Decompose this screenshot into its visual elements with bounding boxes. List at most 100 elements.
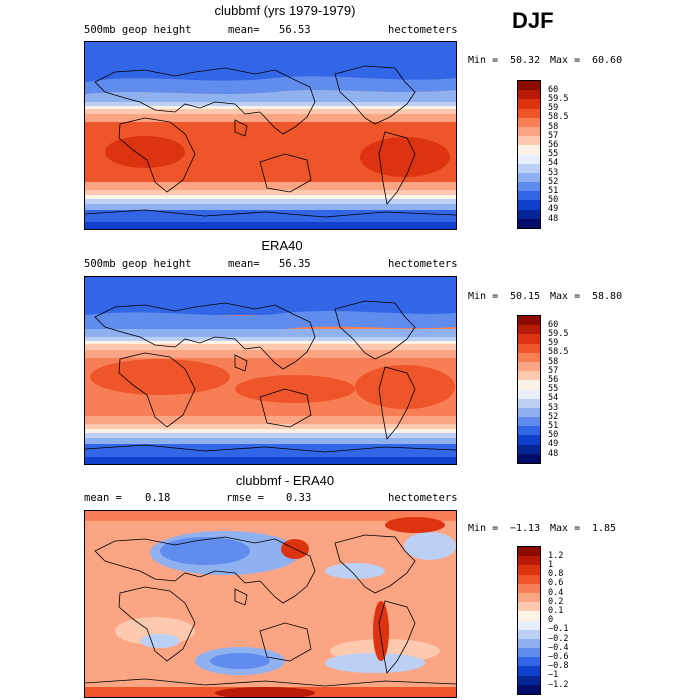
- colorbar-swatch: [518, 417, 540, 427]
- colorbar-swatch: [518, 556, 540, 566]
- colorbar-tick-label: 49: [548, 204, 559, 215]
- colorbar-swatch: [518, 611, 540, 621]
- panel1-units: hectometers: [388, 24, 458, 36]
- colorbar-tick-label: 50: [548, 430, 559, 441]
- panel3-units: hectometers: [388, 492, 458, 504]
- colorbar-tick-label: 50: [548, 195, 559, 206]
- colorbar-tick-label: 0.4: [548, 587, 564, 598]
- colorbar-tick-label: −1.2: [548, 679, 569, 690]
- panel1-colorbar: [517, 80, 541, 229]
- colorbar-tick-label: 58.5: [548, 347, 569, 358]
- colorbar-tick-label: 52: [548, 176, 559, 187]
- colorbar-swatch: [518, 565, 540, 575]
- colorbar-tick-label: −0.8: [548, 661, 569, 672]
- panel3-max-value: 1.85: [592, 523, 617, 534]
- colorbar-swatch: [518, 547, 540, 557]
- colorbar-swatch: [518, 657, 540, 667]
- colorbar-tick-label: 59: [548, 338, 559, 349]
- colorbar-swatch: [518, 453, 540, 463]
- panel2-max-label: Max =: [550, 291, 581, 302]
- colorbar-swatch: [518, 675, 540, 685]
- colorbar-tick-label: 0.8: [548, 569, 564, 580]
- colorbar-swatch: [518, 182, 540, 192]
- colorbar-swatch: [518, 334, 540, 344]
- colorbar-tick-label: 58: [548, 121, 559, 132]
- colorbar-tick-label: 54: [548, 393, 559, 404]
- colorbar-tick-label: 51: [548, 185, 559, 196]
- colorbar-tick-label: 0.2: [548, 596, 564, 607]
- colorbar-swatch: [518, 172, 540, 183]
- panel3-map: [84, 510, 457, 698]
- colorbar-swatch: [518, 389, 540, 399]
- colorbar-tick-label: −0.2: [548, 633, 569, 644]
- colorbar-tick-label: 56: [548, 374, 559, 385]
- colorbar-tick-label: 48: [548, 213, 559, 224]
- colorbar-swatch: [518, 648, 540, 658]
- colorbar-swatch: [518, 343, 540, 353]
- colorbar-tick-label: 52: [548, 411, 559, 422]
- colorbar-swatch: [518, 117, 540, 127]
- colorbar-tick-label: −0.1: [548, 624, 569, 635]
- colorbar-swatch: [518, 629, 540, 639]
- colorbar-tick-label: 1.2: [548, 550, 564, 561]
- panel3-max-label: Max =: [550, 523, 581, 534]
- colorbar-tick-label: 48: [548, 448, 559, 459]
- panel2-mean-label: mean=: [228, 258, 260, 270]
- colorbar-swatch: [518, 126, 540, 137]
- panel3-title: clubbmf - ERA40: [235, 473, 335, 488]
- colorbar-tick-label: −0.6: [548, 651, 569, 662]
- panel1-mean-label: mean=: [228, 24, 260, 36]
- colorbar-tick-label: 0: [548, 615, 554, 626]
- colorbar-swatch: [518, 684, 540, 694]
- panel3-min-value: −1.13: [510, 523, 541, 534]
- panel3-mean-value: 0.18: [145, 492, 171, 504]
- colorbar-swatch: [518, 154, 540, 164]
- colorbar-swatch: [518, 81, 540, 91]
- colorbar-swatch: [518, 191, 540, 201]
- colorbar-swatch: [518, 666, 540, 676]
- colorbar-swatch: [518, 325, 540, 335]
- panel2-units: hectometers: [388, 258, 458, 270]
- colorbar-tick-label: 58: [548, 356, 559, 367]
- panel1-map: [84, 41, 457, 230]
- colorbar-swatch: [518, 583, 540, 593]
- colorbar-tick-label: 60: [548, 319, 559, 330]
- colorbar-tick-label: 60: [548, 84, 559, 95]
- colorbar-tick-label: −1: [548, 670, 559, 681]
- colorbar-swatch: [518, 371, 540, 381]
- colorbar-swatch: [518, 592, 540, 603]
- colorbar-swatch: [518, 209, 540, 219]
- panel1-min-label: Min =: [468, 55, 499, 66]
- colorbar-swatch: [518, 99, 540, 109]
- colorbar-swatch: [518, 444, 540, 454]
- panel3-mean-label: mean =: [84, 492, 122, 504]
- colorbar-tick-label: 0.6: [548, 578, 564, 589]
- panel1-title: clubbmf (yrs 1979-1979): [214, 3, 356, 18]
- colorbar-swatch: [518, 108, 540, 118]
- colorbar-swatch: [518, 352, 540, 362]
- colorbar-tick-label: 55: [548, 384, 559, 395]
- colorbar-tick-label: 55: [548, 149, 559, 160]
- colorbar-tick-label: 53: [548, 167, 559, 178]
- colorbar-swatch: [518, 361, 540, 372]
- colorbar-tick-label: −0.4: [548, 642, 569, 653]
- panel3-rmse-label: rmse =: [226, 492, 264, 504]
- panel3-colorbar: [517, 546, 541, 695]
- colorbar-swatch: [518, 380, 540, 390]
- colorbar-swatch: [518, 574, 540, 584]
- panel2-mean-value: 56.35: [279, 258, 311, 270]
- colorbar-tick-label: 57: [548, 365, 559, 376]
- colorbar-swatch: [518, 163, 540, 173]
- colorbar-tick-label: 56: [548, 139, 559, 150]
- panel1-max-label: Max =: [550, 55, 581, 66]
- panel2-max-value: 58.80: [592, 291, 623, 302]
- colorbar-tick-label: 1: [548, 559, 554, 570]
- colorbar-swatch: [518, 145, 540, 155]
- colorbar-tick-label: 0.1: [548, 605, 564, 616]
- colorbar-swatch: [518, 218, 540, 228]
- panel2-title: ERA40: [261, 238, 303, 253]
- colorbar-tick-label: 59: [548, 103, 559, 114]
- colorbar-tick-label: 59.5: [548, 328, 569, 339]
- colorbar-swatch: [518, 407, 540, 418]
- panel3-min-label: Min =: [468, 523, 499, 534]
